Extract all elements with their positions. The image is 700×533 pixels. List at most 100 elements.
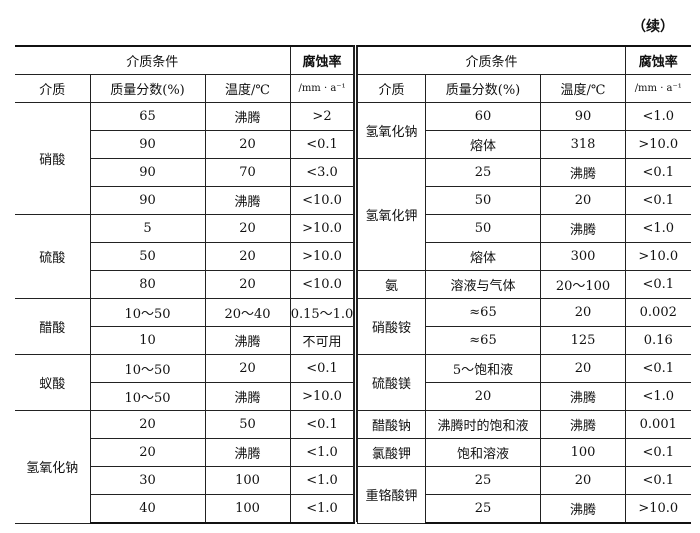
temperature-cell: 20 (204, 354, 291, 383)
temperature-cell: 沸腾 (204, 186, 291, 215)
rate-cell: 不可用 (289, 326, 355, 355)
rate-cell: 0.002 (625, 298, 691, 327)
table-row: 硝酸铵 ≈65 20 0.002 (357, 298, 691, 355)
fraction-cell: 10 (90, 326, 206, 355)
temperature-cell: 20 (540, 298, 626, 327)
table-row: 80 20 <10.0 (15, 270, 355, 299)
temperature-cell: 20 (540, 354, 626, 383)
temperature-cell: 70 (204, 158, 291, 187)
fraction-cell: 10～50 (90, 382, 206, 411)
table-row: 氢氧化钠 20 50 <0.1 (15, 410, 355, 524)
temperature-cell: 20～40 (204, 298, 291, 327)
rate-cell: <10.0 (289, 186, 355, 215)
fraction-cell: 熔体 (425, 130, 541, 159)
header-fraction: 质量分数(%) (89, 74, 206, 103)
header-temperature: 温度/℃ (540, 74, 626, 103)
fraction-cell: ≈65 (425, 326, 541, 355)
fraction-cell: 60 (425, 102, 541, 131)
header-temperature: 温度/℃ (204, 74, 291, 103)
corrosion-table-right: 介质条件 腐蚀率 介质 质量分数(%) 温度/℃/mm · a⁻¹ 氢氧化钠 60 90 <1.… (357, 45, 691, 524)
table-row: 重铬酸钾 25 20 <0.1 (357, 466, 691, 524)
header-fraction: 质量分数(%) (425, 74, 541, 103)
medium-cell: 氢氧化钠 (15, 410, 91, 524)
fraction-cell: 5～饱和液 (425, 354, 541, 383)
medium-cell: 硫酸 (15, 214, 91, 299)
fraction-cell: 50 (425, 186, 541, 215)
fraction-cell: 30 (90, 466, 206, 495)
header-rate: 腐蚀率 (289, 45, 355, 75)
fraction-cell: 5 (89, 214, 206, 243)
table-row: 20 沸腾 <1.0 (358, 382, 691, 411)
medium-cell: 重铬酸钾 (357, 466, 426, 524)
rate-cell: <1.0 (289, 466, 355, 495)
fraction-cell: 25 (425, 494, 541, 524)
header-row-1: 介质条件 腐蚀率 (357, 45, 691, 75)
table-row: ≈65 125 0.16 (358, 326, 691, 355)
temperature-cell: 100 (540, 438, 626, 467)
rate-cell: <0.1 (625, 438, 691, 467)
header-conditions: 介质条件 (15, 45, 291, 75)
table-row: 10～50 沸腾 >10.0 (15, 382, 355, 411)
temperature-cell: 20 (540, 466, 626, 495)
table-row: 40 100 <1.0 (15, 494, 355, 524)
fraction-cell: 40 (90, 494, 206, 524)
temperature-cell: 沸腾 (540, 410, 626, 439)
fraction-cell: 熔体 (425, 242, 541, 271)
table-row: 氢氧化钾 25 沸腾 <0.1 (357, 158, 691, 271)
header-rate-unit: /mm · a⁻¹ (625, 74, 691, 103)
medium-cell: 醋酸 (15, 298, 91, 355)
rate-cell: 0.001 (625, 410, 691, 439)
rate-cell: >10.0 (625, 242, 691, 271)
header-row-2: 介质 质量分数(%) 温度/℃/mm · a⁻¹ (15, 74, 355, 103)
fraction-cell: 90 (90, 158, 206, 187)
temperature-cell: 20 (204, 214, 291, 243)
fraction-cell: 10～50 (89, 354, 206, 383)
rate-cell: <0.1 (625, 158, 691, 187)
rate-cell: <0.1 (625, 354, 691, 383)
header-conditions: 介质条件 (357, 45, 626, 75)
table-row: 熔体 318 >10.0 (358, 130, 691, 159)
medium-cell: 氢氧化钾 (357, 158, 426, 271)
medium-cell: 硝酸 (15, 102, 91, 215)
rate-cell: >10.0 (289, 242, 355, 271)
table-row: 氢氧化钠 60 90 <1.0 (357, 102, 691, 159)
rate-cell: <0.1 (289, 354, 355, 383)
temperature-cell: 50 (204, 410, 291, 439)
fraction-cell: 50 (425, 214, 541, 243)
fraction-cell: 25 (425, 158, 541, 187)
table-row: 氯酸钾 饱和溶液 100 <0.1 (357, 438, 691, 467)
header-rate-unit: /mm · a⁻¹ (289, 74, 355, 103)
header-rate: 腐蚀率 (625, 45, 691, 75)
table-row: 30 100 <1.0 (15, 466, 355, 495)
rate-cell: <0.1 (289, 410, 355, 439)
table-row: 50 20 >10.0 (15, 242, 355, 271)
double-divider (353, 45, 357, 522)
table-row: 氨溶液与气体 20～100 <0.1 (357, 270, 691, 299)
rate-cell: 0.15～1.0 (289, 298, 355, 327)
rate-cell: <3.0 (289, 158, 355, 187)
temperature-cell: 100 (204, 466, 291, 495)
rate-cell: >2 (289, 102, 355, 131)
rate-cell: >10.0 (625, 494, 691, 524)
temperature-cell: 沸腾 (204, 102, 291, 131)
fraction-cell: 50 (90, 242, 206, 271)
rate-cell: <0.1 (289, 130, 355, 159)
rate-cell: <0.1 (625, 186, 691, 215)
table-row: 25 沸腾 >10.0 (358, 494, 691, 524)
fraction-cell: 10～50 (89, 298, 206, 327)
rate-cell: >10.0 (289, 214, 355, 243)
temperature-cell: 20～100 (540, 270, 626, 299)
temperature-cell: 300 (540, 242, 626, 271)
table-row: 硫酸 5 20 >10.0 (15, 214, 355, 299)
fraction-cell: 90 (90, 130, 206, 159)
temperature-cell: 沸腾 (540, 214, 626, 243)
table-row: 蚁酸 10～50 20 <0.1 (15, 354, 355, 411)
medium-cell: 氢氧化钠 (357, 102, 426, 159)
temperature-cell: 20 (204, 270, 291, 299)
temperature-cell: 20 (540, 186, 626, 215)
table-row: 硫酸镁 5～饱和液 20 <0.1 (357, 354, 691, 411)
fraction-cell: 90 (90, 186, 206, 215)
temperature-cell: 20 (204, 242, 291, 271)
fraction-cell: 80 (90, 270, 206, 299)
header-medium: 介质 (357, 74, 426, 103)
